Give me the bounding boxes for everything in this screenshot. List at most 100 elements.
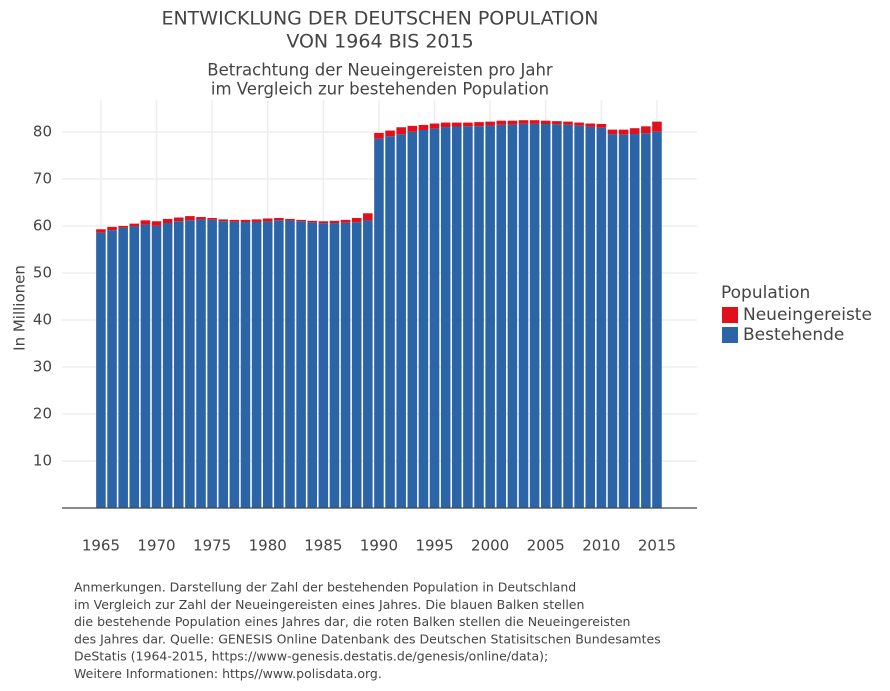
- bar-segment: [440, 127, 451, 509]
- bar-segment: [329, 220, 340, 224]
- bar-segment: [485, 125, 495, 509]
- x-tick-label: 1965: [82, 537, 120, 555]
- x-tick-label: 1985: [304, 537, 342, 555]
- bar-segment: [440, 122, 451, 128]
- legend-swatch: [722, 307, 738, 323]
- bar-segment: [162, 223, 173, 509]
- x-tick-label: 1990: [360, 537, 398, 555]
- bar-segment: [596, 123, 607, 128]
- x-tick-label: 2010: [582, 537, 620, 555]
- bar-segment: [652, 131, 662, 509]
- bar-segment: [318, 221, 329, 224]
- bar-segment: [518, 123, 529, 509]
- bar-segment: [552, 121, 562, 125]
- bar-segment: [296, 221, 306, 509]
- bar-segment: [507, 120, 518, 125]
- note-line: Weitere Informationen: https//www.polisd…: [74, 666, 382, 681]
- bar-segment: [407, 125, 418, 132]
- bar-segment: [641, 133, 651, 509]
- bar-segment: [218, 219, 229, 222]
- bar-segment: [529, 120, 540, 124]
- legend-title: Population: [721, 283, 810, 303]
- chart-subtitle: im Vergleich zur bestehenden Population: [211, 80, 549, 99]
- bar-segment: [540, 124, 551, 509]
- bar-segment: [96, 232, 106, 508]
- bar-segment: [207, 219, 217, 508]
- bar-segment: [185, 216, 195, 221]
- bar-segment: [218, 221, 229, 508]
- bar-segment: [129, 226, 140, 508]
- bar-segment: [285, 218, 295, 221]
- bar-segment: [140, 220, 151, 225]
- bar-segment: [129, 223, 140, 227]
- bar-segment: [496, 120, 507, 125]
- bar-segment: [285, 220, 295, 508]
- bar-segment: [418, 124, 429, 130]
- x-tick-label: 2015: [638, 537, 676, 555]
- bar-segment: [251, 219, 262, 222]
- bar-segment: [262, 221, 273, 508]
- bar-segment: [363, 220, 373, 508]
- note-line: des Jahres dar. Quelle: GENESIS Online D…: [74, 631, 661, 646]
- bar-segment: [641, 126, 651, 134]
- x-tick-label: 1975: [193, 537, 231, 555]
- bar-segment: [574, 125, 584, 509]
- y-tick-label: 60: [33, 216, 52, 234]
- legend-label: Bestehende: [743, 325, 844, 345]
- bar-segment: [563, 121, 573, 125]
- bar-segment: [96, 229, 106, 233]
- bar-segment: [151, 221, 162, 226]
- bar-segment: [629, 128, 640, 134]
- bar-segment: [196, 217, 206, 220]
- y-tick-label: 30: [33, 357, 52, 375]
- bar-segment: [463, 122, 473, 127]
- bar-segment: [229, 219, 240, 222]
- bar-segment: [396, 127, 406, 135]
- bar-segment: [585, 123, 596, 127]
- bar-segment: [607, 129, 618, 135]
- x-tick-label: 1980: [249, 537, 287, 555]
- note-line: die bestehende Population eines Jahres d…: [74, 614, 630, 629]
- bar-segment: [652, 121, 662, 132]
- bar-segment: [107, 226, 117, 231]
- bar-segment: [452, 122, 462, 127]
- bar-segment: [396, 134, 406, 509]
- bar-segment: [474, 122, 484, 127]
- bar-segment: [429, 128, 440, 509]
- bar-segment: [429, 123, 440, 129]
- legend-swatch: [722, 327, 738, 343]
- bar-segment: [251, 221, 262, 508]
- bar-segment: [518, 120, 529, 124]
- bar-segment: [618, 129, 629, 135]
- bar-segment: [296, 219, 306, 222]
- bar-segment: [374, 132, 384, 139]
- bar-segment: [340, 222, 351, 508]
- bar-segment: [196, 219, 206, 509]
- legend-label: Neueingereiste: [743, 305, 872, 325]
- y-tick-label: 80: [33, 122, 52, 140]
- chart-title: VON 1964 BIS 2015: [286, 31, 473, 53]
- bar-segment: [151, 225, 162, 508]
- bar-segment: [240, 219, 251, 223]
- x-tick-label: 2000: [471, 537, 509, 555]
- bar-segment: [629, 133, 640, 509]
- x-tick-label: 1995: [415, 537, 453, 555]
- bar-segment: [552, 124, 562, 508]
- bar-segment: [363, 213, 373, 221]
- x-tick-label: 2005: [527, 537, 565, 555]
- bar-segment: [374, 138, 384, 508]
- bar-segment: [596, 127, 607, 508]
- bar-segment: [351, 217, 362, 223]
- bar-segment: [496, 124, 507, 509]
- bar-segment: [274, 220, 284, 509]
- bar-segment: [329, 223, 340, 509]
- bar-segment: [140, 224, 151, 508]
- y-tick-label: 40: [33, 310, 52, 328]
- bar-segment: [207, 217, 217, 220]
- note-line: DeStatis (1964-2015, https://www-genesis…: [74, 649, 548, 664]
- note-line: im Vergleich zur Zahl der Neueingereiste…: [74, 597, 584, 612]
- bar-segment: [173, 221, 184, 508]
- y-tick-label: 50: [33, 263, 52, 281]
- bar-segment: [240, 222, 251, 508]
